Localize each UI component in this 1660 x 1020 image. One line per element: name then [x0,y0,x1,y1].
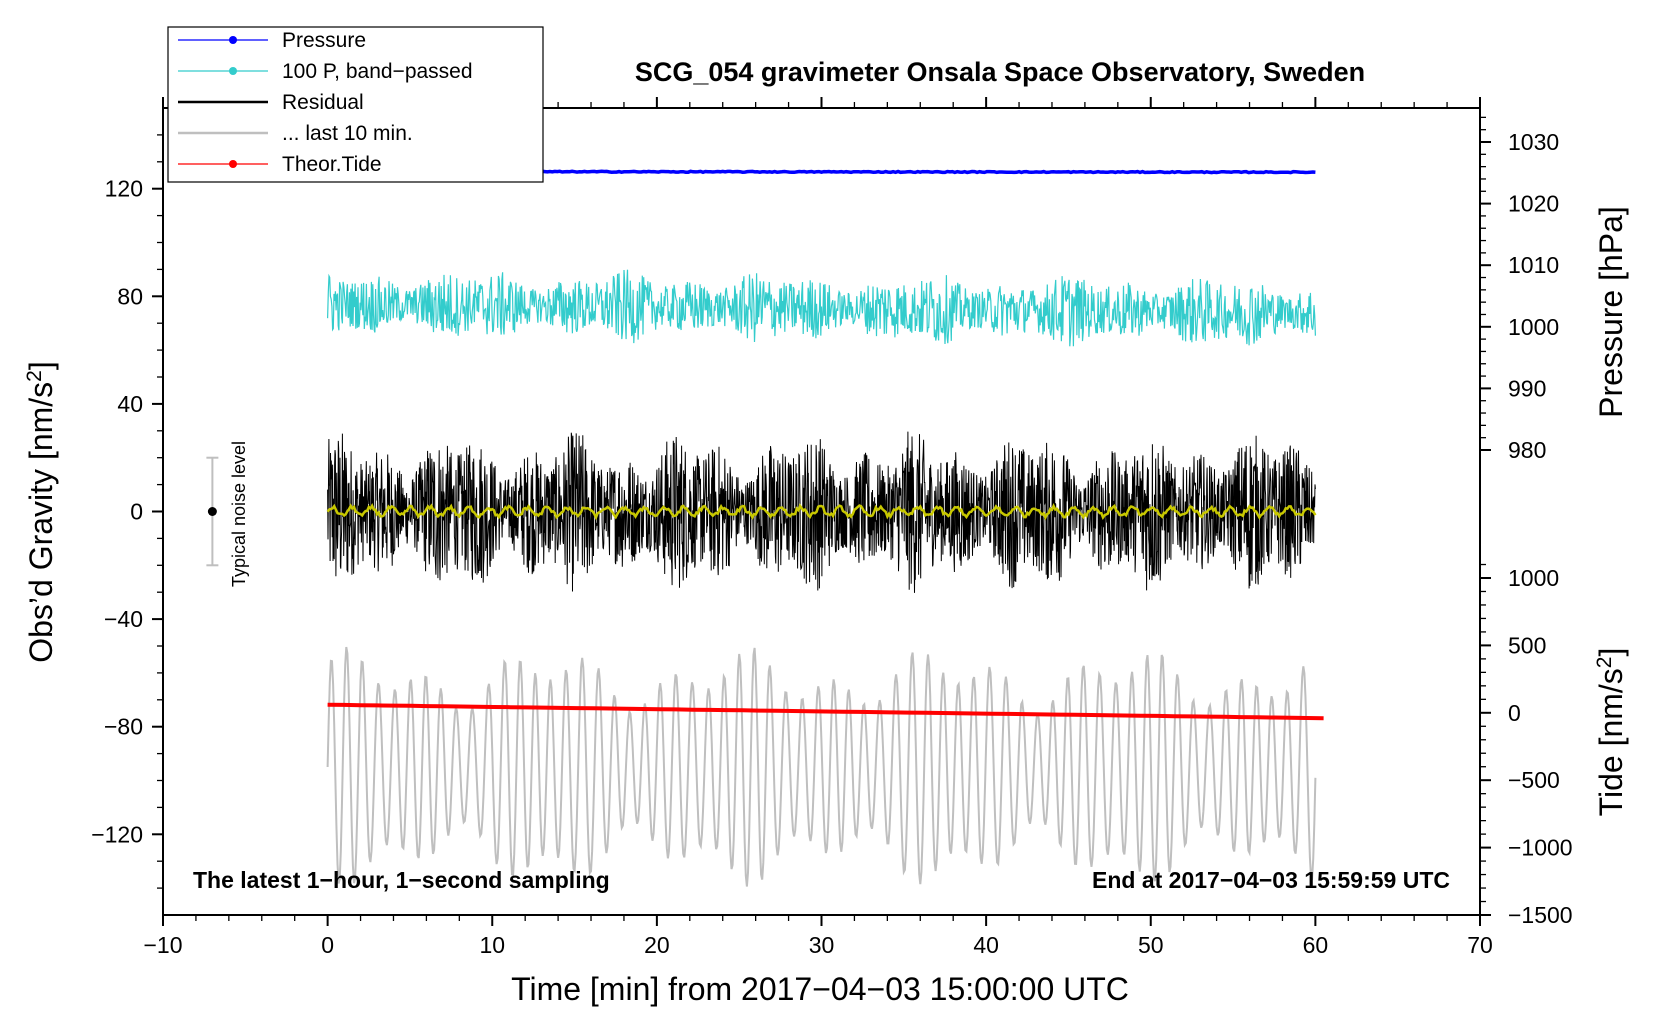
series-theor-tide-line [327,702,1324,721]
x-tick-label: 0 [321,932,334,958]
x-tick-label: 40 [973,932,999,958]
tide-tick-label: −500 [1508,767,1560,793]
series-layer [326,169,1324,887]
legend-swatch-marker [229,67,237,75]
pressure-tick-label: 1000 [1508,314,1559,340]
chart-title: SCG_054 gravimeter Onsala Space Observat… [635,57,1365,87]
series-band-passed-line [327,269,1316,347]
pressure-tick-label: 1030 [1508,129,1559,155]
tide-label-main: Tide [nm/s [1593,668,1629,816]
legend-box [167,26,544,183]
pressure-tick-label: 1020 [1508,191,1559,217]
legend-label: Theor.Tide [282,153,382,176]
x-tick-label: 20 [644,932,670,958]
x-tick-label: 70 [1467,932,1493,958]
legend-label: 100 P, band−passed [282,60,473,83]
annotation-right: End at 2017−04−03 15:59:59 UTC [1092,867,1450,893]
tide-axis-ticks: −1500 −1000 −500 0 500 1000 [1480,563,1573,928]
noise-level-indicator [206,456,219,567]
legend: Pressure 100 P, band−passed Residual ... la… [167,26,544,183]
pressure-tick-label: 1010 [1508,252,1559,278]
x-axis-ticks: −10 0 10 20 30 40 50 60 70 [143,97,1493,958]
gravity-label-close: ] [23,361,59,370]
gravity-tick-label: −40 [104,606,143,632]
x-tick-label: 30 [809,932,835,958]
pressure-tick-label: 980 [1508,437,1546,463]
x-tick-label: 50 [1138,932,1164,958]
pressure-tick-label: 990 [1508,375,1546,401]
y-axis-label-pressure: Pressure [hPa] [1593,206,1629,418]
x-axis-label: Time [min] from 2017−04−03 15:00:00 UTC [511,971,1129,1007]
y-axis-label-gravity: Obs’d Gravity [nm/s2] [23,361,60,663]
series-last-10-min-line [326,646,1317,887]
gravity-tick-label: −120 [91,821,143,847]
tide-tick-label: −1000 [1508,835,1573,861]
legend-label: ... last 10 min. [282,122,413,145]
tide-tick-label: 0 [1508,700,1521,726]
gravity-tick-label: 0 [130,499,143,525]
tide-tick-label: −1500 [1508,902,1573,928]
tide-tick-label: 1000 [1508,565,1559,591]
tide-tick-label: 500 [1508,632,1546,658]
pressure-axis-ticks: 980 990 1000 1010 1020 1030 [1480,116,1559,463]
gravity-tick-label: 80 [117,283,143,309]
y-axis-label-tide: Tide [nm/s2] [1593,648,1630,817]
annotation-left: The latest 1−hour, 1−second sampling [193,867,610,893]
gravity-axis-ticks: −120 −80 −40 0 40 80 120 [91,134,163,889]
x-tick-label: 60 [1303,932,1329,958]
series-residual-smoothed-line [326,502,1317,521]
tide-label-close: ] [1593,648,1629,657]
legend-swatch-marker [229,160,237,168]
gravity-label-main: Obs’d Gravity [nm/s [23,382,59,663]
x-tick-label: −10 [143,932,182,958]
noise-level-label: Typical noise level [229,441,249,587]
gravity-tick-label: 120 [105,176,143,202]
legend-label: Residual [282,91,364,114]
gravity-tick-label: 40 [117,391,143,417]
tide-label-sup: 2 [1593,657,1616,669]
legend-label: Pressure [282,29,366,52]
gravity-tick-label: −80 [104,714,143,740]
noise-center-dot [207,507,217,516]
legend-swatch-marker [229,36,237,44]
gravity-label-sup: 2 [23,370,46,382]
x-tick-label: 10 [479,932,505,958]
